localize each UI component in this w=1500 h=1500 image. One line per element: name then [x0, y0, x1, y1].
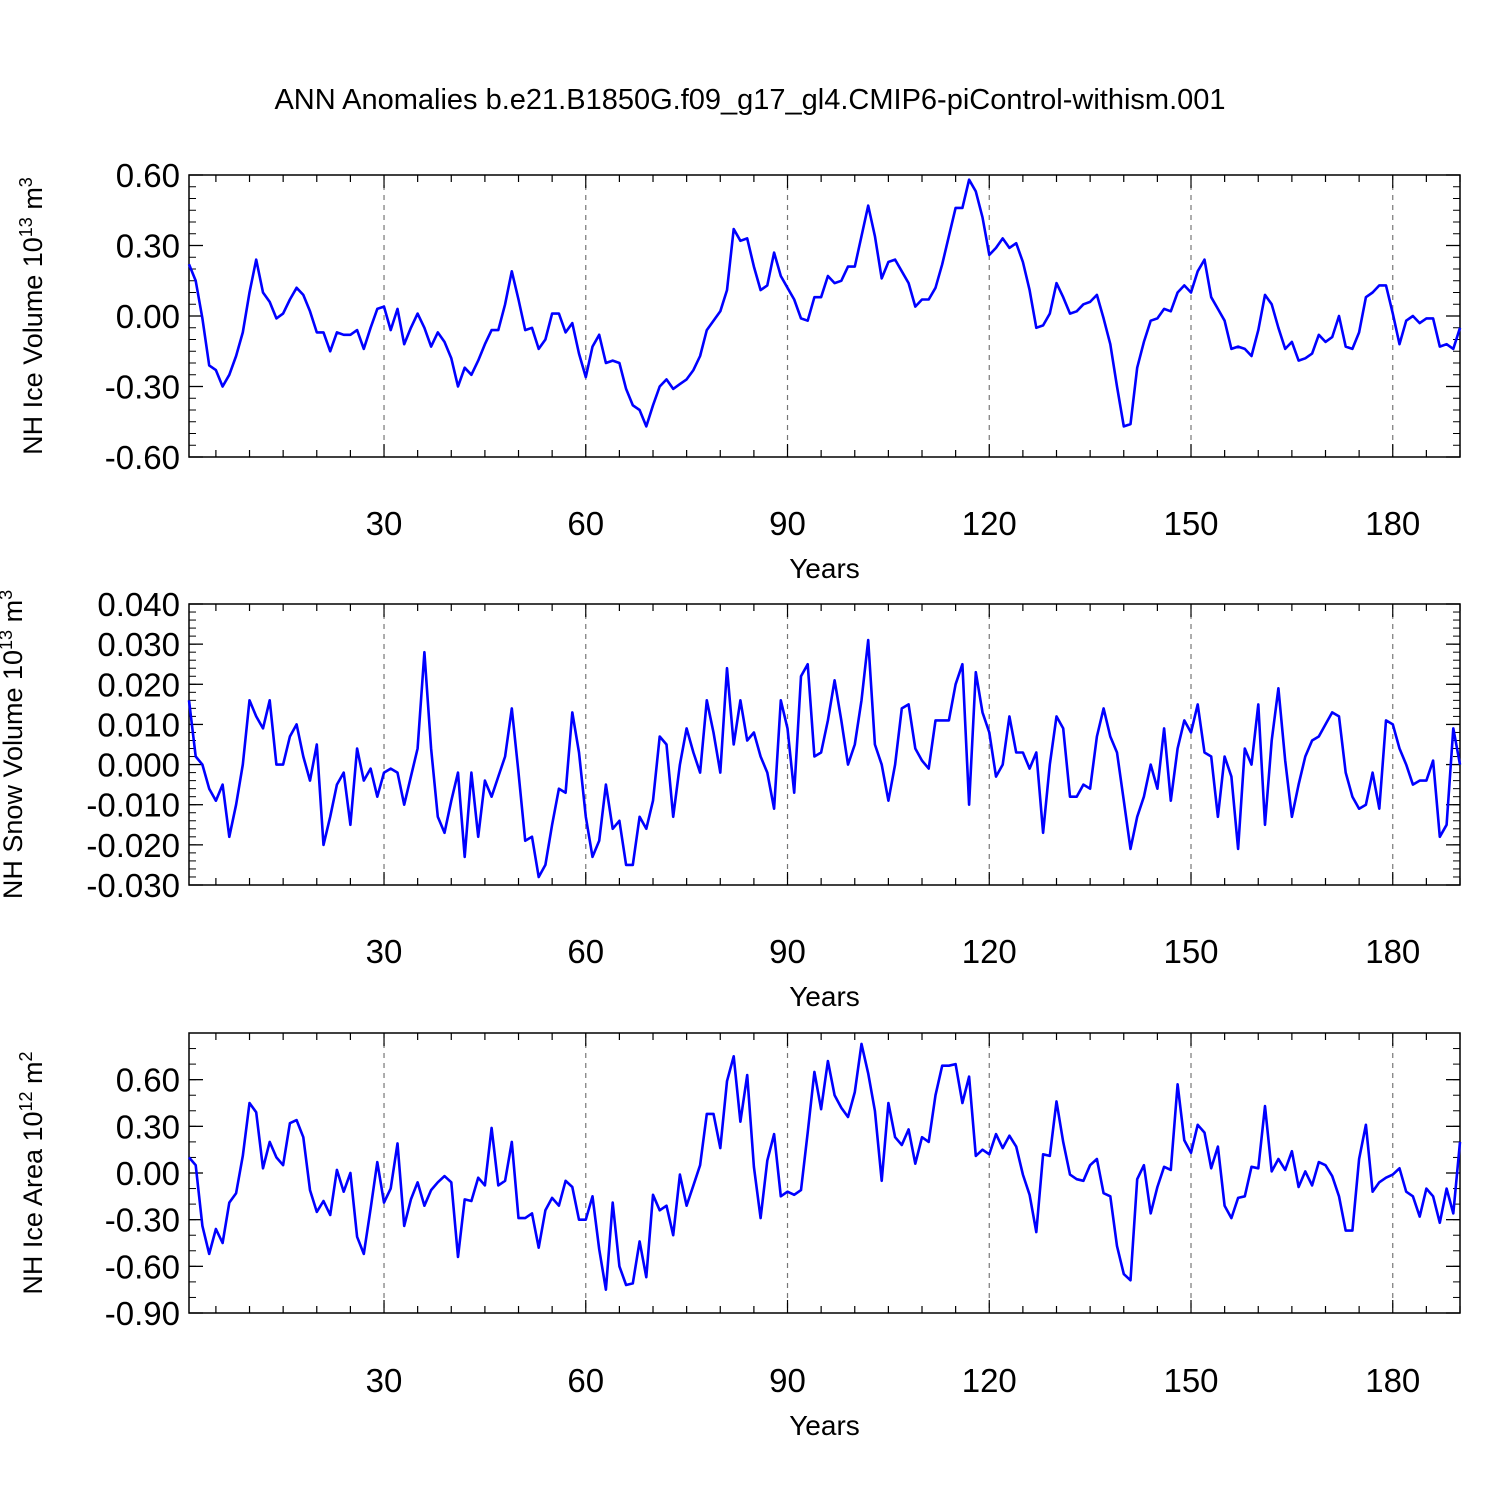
y-tick-label: -0.30 — [105, 1202, 180, 1239]
x-tick-label: 150 — [1163, 933, 1218, 970]
y-tick-label: -0.010 — [86, 787, 180, 824]
x-tick-label: 90 — [769, 505, 806, 542]
x-tick-label: 180 — [1365, 505, 1420, 542]
y-tick-label: 0.020 — [97, 666, 180, 703]
chart-title: ANN Anomalies b.e21.B1850G.f09_g17_gl4.C… — [274, 84, 1226, 116]
y-tick-label: 0.30 — [116, 228, 180, 265]
y-tick-label: -0.030 — [86, 867, 180, 904]
y-tick-label: 0.030 — [97, 626, 180, 663]
y-tick-label: 0.00 — [116, 298, 180, 335]
y-axis-title: NH Snow Volume 1013 m3 — [0, 590, 28, 899]
y-tick-label: 0.00 — [116, 1155, 180, 1192]
x-tick-label: 180 — [1365, 933, 1420, 970]
series-line — [187, 638, 1462, 879]
x-tick-label: 150 — [1163, 505, 1218, 542]
x-axis-title: Years — [789, 553, 860, 584]
series-line — [188, 1042, 1462, 1291]
y-tick-label: -0.30 — [105, 369, 180, 406]
y-tick-label: 0.60 — [116, 157, 180, 194]
x-tick-label: 120 — [962, 505, 1017, 542]
y-tick-label: 0.040 — [97, 586, 180, 623]
x-tick-label: 90 — [769, 933, 806, 970]
series-line — [187, 178, 1462, 428]
y-tick-label: -0.60 — [105, 439, 180, 476]
y-tick-label: 0.30 — [116, 1108, 180, 1145]
x-axis-title: Years — [789, 981, 860, 1012]
y-tick-label: -0.90 — [105, 1295, 180, 1332]
x-tick-label: 120 — [962, 1362, 1017, 1399]
panel-3: -0.90 -0.60 -0.30 0.00 0.30 0.60 30 60 90 120 150 1… — [16, 1032, 1462, 1441]
y-tick-label: 0.010 — [97, 706, 180, 743]
x-tick-label: 60 — [567, 505, 604, 542]
plot-frame — [188, 174, 1461, 458]
y-tick-label: -0.60 — [105, 1248, 180, 1285]
x-tick-label: 60 — [567, 933, 604, 970]
x-tick-label: 30 — [366, 1362, 403, 1399]
x-tick-label: 60 — [567, 1362, 604, 1399]
y-tick-label: 0.60 — [116, 1062, 180, 1099]
y-axis-title: NH Ice Area 1012 m2 — [16, 1051, 48, 1294]
y-tick-label: 0.000 — [97, 747, 180, 784]
y-axis-title: NH Ice Volume 1013 m3 — [16, 177, 48, 455]
y-tick-label: -0.020 — [86, 827, 180, 864]
x-axis-title: Years — [789, 1410, 860, 1441]
x-tick-label: 120 — [962, 933, 1017, 970]
x-tick-label: 30 — [366, 505, 403, 542]
x-tick-label: 90 — [769, 1362, 806, 1399]
x-tick-label: 180 — [1365, 1362, 1420, 1399]
plot-frame — [188, 603, 1461, 886]
panel-1: -0.60 -0.30 0.00 0.30 0.60 30 60 90 120 150 180 Yea… — [16, 157, 1462, 584]
x-tick-label: 150 — [1163, 1362, 1218, 1399]
x-tick-label: 30 — [366, 933, 403, 970]
